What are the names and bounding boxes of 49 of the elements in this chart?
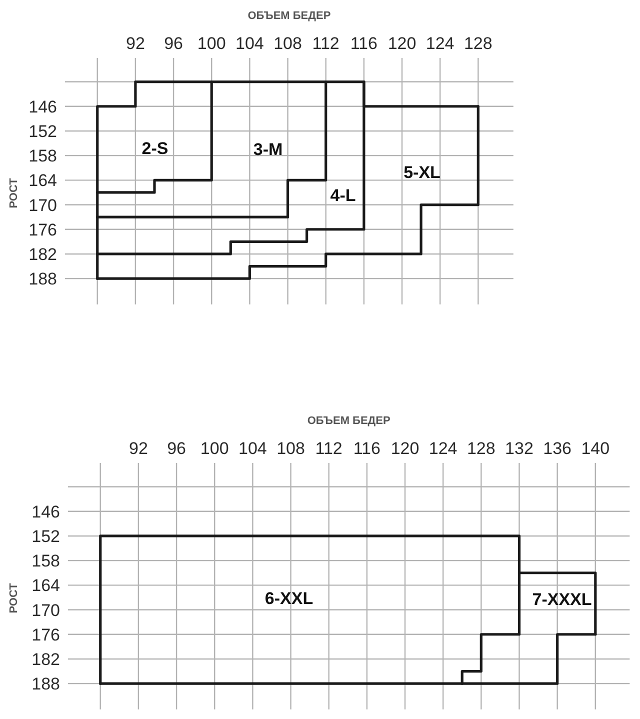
y-tick-label: 146 xyxy=(32,502,60,521)
y-tick-label: 146 xyxy=(28,96,57,116)
x-tick-label: 92 xyxy=(128,438,148,458)
y-tick-label: 182 xyxy=(32,649,60,668)
y-tick-label: 176 xyxy=(32,624,60,644)
y-axis-title: РОСТ xyxy=(8,582,20,614)
annotation: 4-L xyxy=(330,186,356,204)
x-tick-label: 108 xyxy=(276,438,305,458)
x-tick-label: 140 xyxy=(581,438,610,458)
y-tick-label: 188 xyxy=(28,269,57,288)
x-tick-label: 120 xyxy=(388,34,416,52)
annotation: 7-XXXL xyxy=(532,590,592,608)
y-axis-title: РОСТ xyxy=(8,178,20,208)
x-tick-label: 92 xyxy=(126,34,145,52)
x-tick-label: 132 xyxy=(505,438,534,458)
y-tick-label: 170 xyxy=(32,600,60,620)
y-tick-label: 152 xyxy=(32,526,60,546)
x-tick-label: 124 xyxy=(426,34,454,52)
x-tick-label: 116 xyxy=(350,34,378,52)
x-tick-label: 96 xyxy=(164,34,183,52)
annotation: 5-XL xyxy=(404,162,440,182)
x-tick-label: 136 xyxy=(543,438,572,458)
annotation: 3-M xyxy=(253,140,283,158)
x-tick-label: 128 xyxy=(464,34,492,52)
y-tick-label: 158 xyxy=(32,551,60,570)
x-tick-label: 100 xyxy=(200,438,229,458)
x-tick-label: 104 xyxy=(236,34,264,52)
x-tick-label: 100 xyxy=(197,34,226,52)
y-tick-label: 158 xyxy=(28,146,57,166)
x-tick-label: 112 xyxy=(312,34,340,52)
x-tick-label: 96 xyxy=(167,438,186,458)
y-tick-label: 164 xyxy=(32,576,60,595)
y-tick-label: 164 xyxy=(28,170,57,190)
annotation: 6-XXL xyxy=(264,588,314,608)
x-tick-label: 108 xyxy=(274,34,302,52)
y-tick-label: 182 xyxy=(28,244,57,264)
annotation: 2-S xyxy=(142,138,168,158)
y-tick-label: 176 xyxy=(28,220,57,239)
x-tick-label: 104 xyxy=(238,438,267,458)
y-tick-label: 188 xyxy=(32,674,60,694)
y-tick-label: 170 xyxy=(28,195,57,214)
y-tick-label: 152 xyxy=(28,121,57,140)
x-tick-label: 120 xyxy=(390,438,420,458)
x-tick-label: 124 xyxy=(428,438,458,458)
x-tick-label: 116 xyxy=(353,438,380,458)
x-axis-title: ОБЪЕМ БЕДЕР xyxy=(248,10,331,22)
x-tick-label: 128 xyxy=(466,438,496,458)
x-axis-title: ОБЪЕМ БЕДЕР xyxy=(307,415,390,427)
x-tick-label: 112 xyxy=(315,438,342,458)
